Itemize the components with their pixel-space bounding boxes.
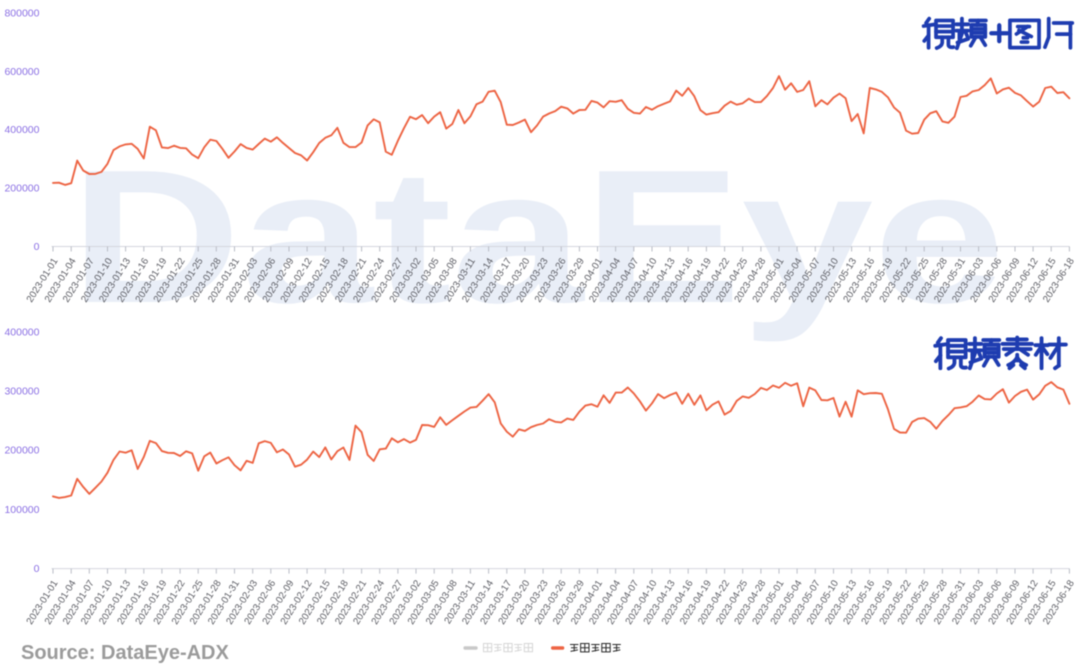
svg-text:400000: 400000 (4, 124, 39, 136)
svg-text:200000: 200000 (4, 445, 39, 457)
svg-text:0: 0 (34, 241, 40, 253)
svg-text:0: 0 (34, 563, 40, 575)
svg-text:DataEye: DataEye (70, 131, 1005, 343)
svg-text:300000: 300000 (4, 386, 39, 398)
svg-text:600000: 600000 (4, 66, 39, 78)
svg-text:400000: 400000 (4, 326, 39, 338)
svg-text:100000: 100000 (4, 504, 39, 516)
svg-text:200000: 200000 (4, 183, 39, 195)
svg-text:800000: 800000 (4, 7, 39, 19)
svg-text:Source: DataEye-ADX: Source: DataEye-ADX (21, 642, 230, 664)
